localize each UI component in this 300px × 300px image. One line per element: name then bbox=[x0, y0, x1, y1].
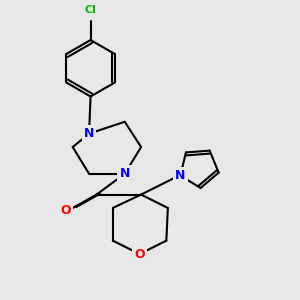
Text: N: N bbox=[119, 167, 130, 180]
Text: N: N bbox=[84, 127, 94, 140]
Text: O: O bbox=[134, 248, 145, 260]
Text: N: N bbox=[175, 169, 185, 182]
Text: Cl: Cl bbox=[85, 5, 97, 15]
Text: O: O bbox=[60, 204, 70, 218]
